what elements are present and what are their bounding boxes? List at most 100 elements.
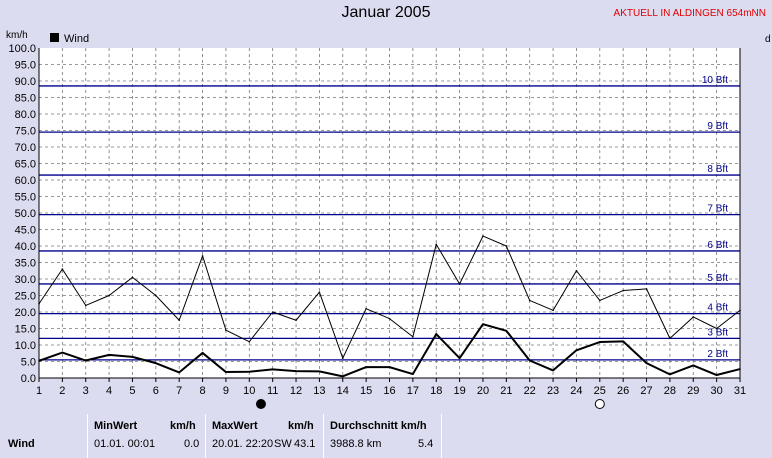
data-point [225, 371, 227, 373]
x-tick-label: 25 [594, 385, 606, 397]
data-point [552, 369, 554, 372]
beaufort-label: 9 Bft [707, 121, 728, 132]
data-point [482, 235, 484, 237]
data-point [38, 360, 40, 362]
data-point [341, 357, 344, 360]
x-tick-label: 14 [337, 385, 349, 397]
data-point [318, 370, 321, 373]
x-tick-label: 8 [200, 385, 206, 397]
data-point [739, 368, 741, 370]
x-tick-label: 28 [664, 385, 676, 397]
x-tick-label: 13 [313, 385, 325, 397]
stats-panel: Wind MinWert km/h 01.01. 00:01 0.0 MaxWe… [0, 414, 772, 458]
y-tick-label: 0.0 [21, 373, 36, 385]
data-point [155, 362, 157, 364]
data-point [365, 307, 367, 310]
avg-label: Durchschnitt km/h [330, 420, 427, 432]
data-point [669, 337, 671, 340]
x-tick-label: 9 [223, 385, 229, 397]
data-point [108, 294, 110, 297]
data-point [645, 288, 648, 290]
stats-row-label: Wind [8, 438, 35, 450]
x-tick-label: 5 [129, 385, 135, 397]
data-point [38, 302, 40, 305]
x-tick-label: 24 [570, 385, 582, 397]
location-label: AKTUELL IN ALDINGEN 654mNN [613, 8, 766, 19]
moon-full-icon [594, 399, 605, 409]
data-point [248, 370, 251, 373]
y-tick-label: 25.0 [15, 291, 36, 303]
beaufort-label: 7 Bft [707, 204, 728, 215]
data-point [692, 316, 695, 318]
data-point [178, 319, 180, 322]
data-point [201, 352, 204, 354]
data-point [599, 341, 601, 343]
min-date: 01.01. 00:01 [94, 438, 156, 450]
x-tick-label: 31 [734, 385, 746, 397]
x-tick-label: 10 [243, 385, 255, 397]
min-value: 0.0 [184, 438, 200, 450]
data-point [692, 364, 695, 367]
data-point [318, 291, 321, 294]
chart-title: Januar 2005 [341, 4, 431, 21]
x-tick-label: 7 [176, 385, 182, 397]
x-tick-label: 26 [617, 385, 629, 397]
data-point [622, 340, 624, 343]
data-point [715, 327, 718, 330]
x-tick-label: 23 [547, 385, 559, 397]
beaufort-label: 5 Bft [707, 273, 728, 284]
data-point [575, 349, 578, 352]
data-point [295, 319, 297, 322]
data-point [178, 371, 180, 374]
x-tick-label: 29 [687, 385, 699, 397]
x-tick-label: 11 [267, 385, 278, 397]
data-point [155, 294, 157, 297]
x-tick-label: 16 [383, 385, 395, 397]
y-tick-label: 45.0 [15, 225, 36, 237]
y-tick-label: 20.0 [15, 307, 36, 319]
y-tick-label: 5.0 [21, 357, 36, 369]
data-point [225, 329, 227, 331]
y-tick-label: 100.0 [8, 43, 36, 55]
data-point [108, 354, 110, 356]
data-point [715, 374, 718, 376]
data-point [458, 283, 461, 285]
data-point [271, 311, 274, 313]
avg-value: 5.4 [418, 438, 434, 450]
data-point [739, 309, 741, 312]
x-tick-label: 1 [36, 385, 42, 397]
data-point [412, 373, 414, 375]
data-point [505, 245, 508, 247]
x-tick-label: 15 [360, 385, 372, 397]
x-tick-label: 27 [640, 385, 652, 397]
data-point [248, 340, 251, 343]
x-tick-label: 17 [407, 385, 419, 397]
y-tick-label: 80.0 [15, 109, 36, 121]
y-tick-label: 55.0 [15, 192, 36, 204]
data-point [528, 299, 531, 302]
legend-swatch [50, 33, 59, 42]
data-point [131, 356, 134, 358]
y-tick-label: 50.0 [15, 208, 36, 220]
beaufort-label: 3 Bft [707, 327, 728, 338]
data-point [295, 370, 297, 372]
y-tick-label: 95.0 [15, 60, 36, 72]
x-tick-label: 20 [477, 385, 489, 397]
avg-distance: 3988.8 km [330, 438, 382, 450]
y-tick-label: 60.0 [15, 175, 36, 187]
data-point [84, 304, 87, 307]
y-axis-label: km/h [6, 30, 28, 41]
stats-label-cell: Wind [0, 414, 88, 458]
y-tick-label: 85.0 [15, 93, 36, 105]
data-point [505, 330, 508, 332]
beaufort-label: 6 Bft [707, 240, 728, 251]
data-point [61, 268, 64, 270]
stats-avg-cell: Durchschnitt km/h 3988.8 km 5.4 [324, 414, 442, 458]
y-tick-label: 35.0 [15, 258, 36, 270]
x-tick-label: 6 [153, 385, 159, 397]
max-value: 43.1 [294, 438, 316, 450]
right-axis-label: d [765, 34, 771, 45]
data-point [388, 366, 391, 368]
x-tick-label: 12 [290, 385, 302, 397]
data-point [131, 276, 134, 279]
